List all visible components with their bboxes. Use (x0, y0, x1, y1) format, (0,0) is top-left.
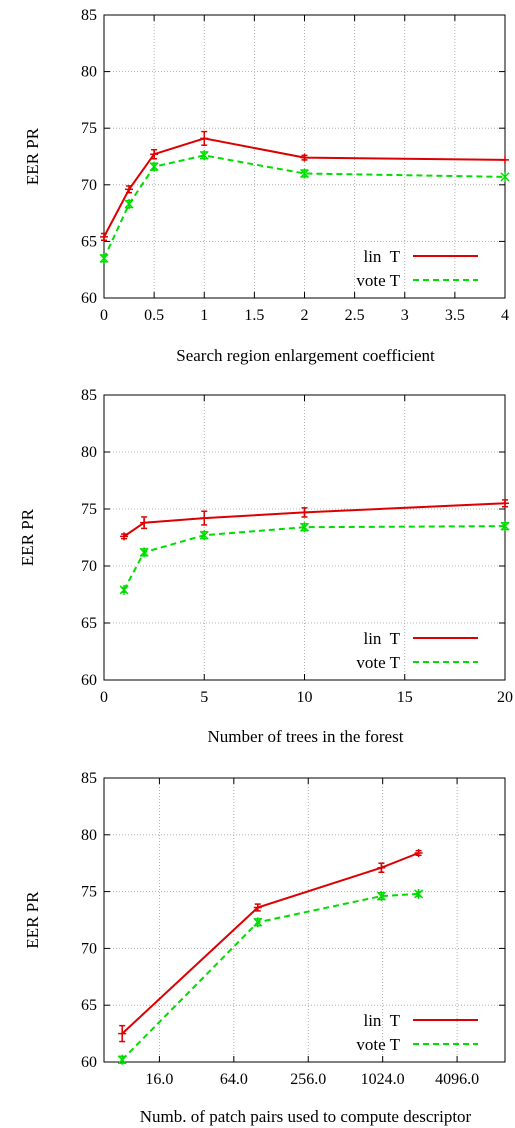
data-point (299, 522, 310, 533)
x-axis-label: Search region enlargement coefficient (176, 346, 435, 365)
chart-2: 60 65 70 75 80 85 0 5 10 15 20 Number of trees in t… (18, 387, 513, 746)
data-point (99, 253, 109, 264)
series-lin (120, 499, 509, 541)
series-vote (117, 888, 424, 1065)
y-tick-label: 65 (81, 615, 97, 632)
series-line (103, 137, 506, 238)
y-tick-label: 75 (81, 120, 97, 137)
data-point (501, 155, 509, 164)
legend: lin T vote T (356, 247, 478, 290)
data-point (149, 161, 159, 172)
series-line (103, 154, 506, 259)
legend: lin T vote T (356, 1011, 478, 1054)
x-tick-label: 0.5 (144, 307, 164, 324)
x-tick-label: 2 (301, 307, 309, 324)
data-point (253, 917, 263, 928)
legend-label: vote T (356, 653, 400, 672)
data-point (118, 1029, 127, 1038)
data-point (300, 153, 309, 162)
legend-label: vote T (356, 1035, 400, 1054)
data-point (414, 888, 424, 899)
series-line (123, 502, 506, 538)
data-point (117, 1054, 127, 1065)
x-tick-label: 3 (401, 307, 409, 324)
series-line (123, 525, 506, 591)
data-point (199, 530, 209, 541)
y-tick-label: 75 (81, 884, 97, 901)
data-point (199, 150, 209, 161)
x-tick-label: 1.5 (244, 307, 264, 324)
data-point (139, 547, 149, 558)
series-lin (118, 848, 423, 1043)
legend-label: lin T (363, 247, 400, 266)
data-point (200, 514, 209, 523)
x-axis-label: Number of trees in the forest (208, 727, 404, 746)
data-point (253, 903, 262, 912)
data-point (414, 848, 423, 857)
y-tick-label: 60 (81, 290, 97, 307)
data-point (500, 171, 510, 182)
x-tick-label: 3.5 (445, 307, 465, 324)
data-point (100, 232, 108, 241)
data-point (299, 168, 310, 179)
x-tick-label: 1 (200, 307, 208, 324)
y-tick-label: 85 (81, 387, 97, 404)
y-tick-label: 70 (81, 940, 97, 957)
data-point (376, 891, 386, 902)
y-axis-label: EER PR (18, 508, 37, 566)
x-tick-label: 15 (397, 689, 413, 706)
data-point (200, 134, 209, 143)
y-tick-label: 70 (81, 558, 97, 575)
data-point (124, 199, 134, 210)
data-point (120, 532, 129, 541)
x-tick-label: 10 (297, 689, 313, 706)
data-point (125, 185, 134, 194)
data-point (300, 508, 309, 517)
series-vote (99, 150, 510, 264)
x-tick-label: 16.0 (145, 1071, 173, 1088)
y-tick-label: 65 (81, 233, 97, 250)
y-tick-label: 75 (81, 501, 97, 518)
y-tick-label: 85 (81, 7, 97, 24)
y-tick-label: 65 (81, 997, 97, 1014)
y-tick-label: 85 (81, 770, 97, 787)
legend: lin T vote T (356, 629, 478, 672)
y-tick-label: 80 (81, 64, 97, 81)
x-tick-label: 1024.0 (361, 1071, 405, 1088)
data-point (140, 518, 149, 527)
x-tick-label: 256.0 (290, 1071, 326, 1088)
series-lin (100, 130, 509, 242)
x-tick-label: 5 (200, 689, 208, 706)
y-tick-label: 80 (81, 827, 97, 844)
x-tick-label: 0 (100, 307, 108, 324)
y-tick-label: 60 (81, 672, 97, 689)
series-line (121, 852, 419, 1035)
y-tick-label: 60 (81, 1054, 97, 1071)
data-point (500, 521, 510, 532)
plot-frame (103, 777, 506, 1063)
x-tick-label: 4 (501, 307, 509, 324)
x-tick-label: 4096.0 (435, 1071, 479, 1088)
data-point (119, 584, 129, 595)
y-axis-label: EER PR (23, 891, 42, 949)
legend-label: vote T (356, 271, 400, 290)
y-tick-label: 70 (81, 177, 97, 194)
data-point (377, 863, 386, 872)
y-axis-label: EER PR (23, 127, 42, 185)
series-vote (119, 521, 510, 595)
x-axis-label: Numb. of patch pairs used to compute des… (140, 1107, 472, 1126)
y-tick-label: 80 (81, 444, 97, 461)
legend-label: lin T (363, 1011, 400, 1030)
x-tick-label: 20 (497, 689, 513, 706)
data-point (150, 150, 159, 159)
x-tick-label: 2.5 (345, 307, 365, 324)
data-point (501, 499, 509, 508)
legend-label: lin T (363, 629, 400, 648)
x-tick-label: 0 (100, 689, 108, 706)
chart-3: 60 65 70 75 80 85 16.0 64.0 256.0 1024.0 4096.0 Num… (23, 770, 506, 1126)
chart-1: 60 65 70 75 80 85 0 0.5 1 1.5 2 2.5 3 3.5 4 Search regi… (23, 7, 510, 365)
x-tick-label: 64.0 (220, 1071, 248, 1088)
